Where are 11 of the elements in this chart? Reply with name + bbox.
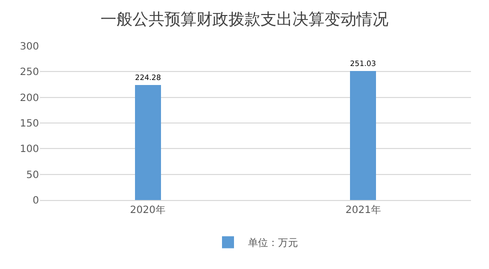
y-tick-label: 200	[20, 92, 39, 104]
y-tick-label: 50	[26, 170, 39, 181]
y-tick-label: 250	[20, 67, 39, 78]
x-tick-label: 2020年	[130, 204, 166, 216]
y-tick-label: 100	[20, 144, 39, 156]
x-tick-label: 2021年	[346, 204, 381, 216]
legend-label: 单位：万元	[248, 237, 298, 250]
y-tick-label: 0	[32, 196, 39, 206]
y-tick-label: 150	[20, 118, 39, 130]
chart-title: 一般公共预算财政拨款支出决算变动情况	[100, 10, 388, 29]
y-tick-label: 300	[20, 42, 39, 52]
